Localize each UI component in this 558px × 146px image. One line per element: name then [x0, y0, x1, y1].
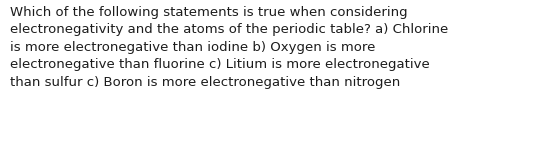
Text: Which of the following statements is true when considering
electronegativity and: Which of the following statements is tru… [10, 6, 448, 89]
